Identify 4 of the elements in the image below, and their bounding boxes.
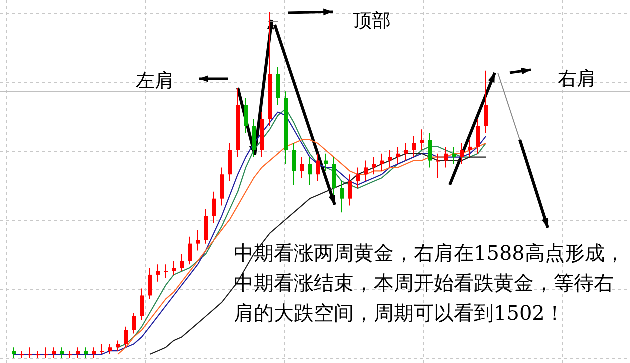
text: 右肩 [558,67,596,92]
annotation: 左肩 [136,69,174,94]
annotation: 顶部 [353,9,391,34]
annotation: 中期看涨两周黄金，右肩在1588高点形成，中期看涨结束，本周开始看跌黄金，等待右肩的大跌空间，周期可以看到1502！ [234,240,626,327]
